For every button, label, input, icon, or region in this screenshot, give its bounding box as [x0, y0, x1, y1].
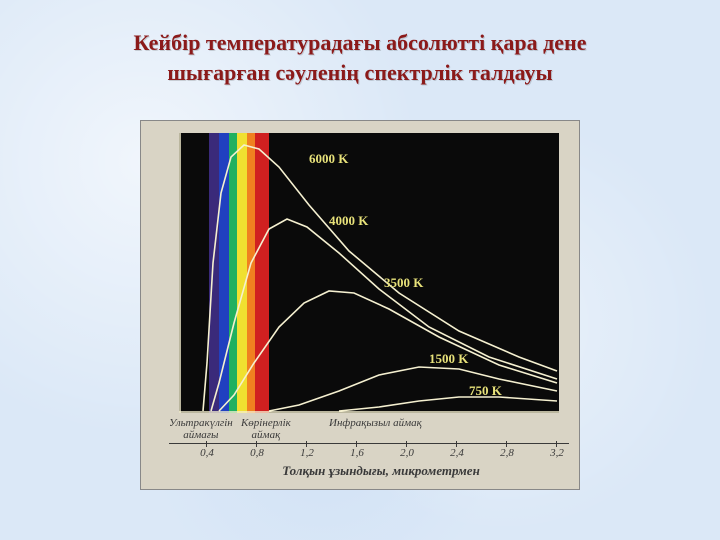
title-line-1: Кейбір температурадағы абсолютті қара де…	[134, 30, 587, 55]
x-axis-title: Толқын ұзындығы, микрометрмен	[231, 463, 531, 479]
chart-frame: 6000 K 4000 K 3500 K 1500 K750 K Ультракүлг…	[140, 120, 580, 490]
blackbody-curve	[203, 145, 557, 411]
x-tick-label: 3,2	[546, 447, 568, 459]
region-label: Ультракүлгінаймағы	[169, 417, 233, 441]
x-tick-label: 0,4	[196, 447, 218, 459]
x-tick-label: 1,6	[346, 447, 368, 459]
blackbody-curve	[211, 219, 557, 411]
x-tick-label: 2,0	[396, 447, 418, 459]
plot-area: 6000 K 4000 K 3500 K 1500 K750 K	[179, 133, 559, 413]
region-label: Көрінерлікаймақ	[241, 417, 291, 441]
curve-label: 1500 K	[429, 351, 468, 367]
x-axis-line	[169, 443, 569, 444]
x-tick-label: 0,8	[246, 447, 268, 459]
region-label: Инфрақызыл аймақ	[329, 417, 422, 429]
x-tick-label: 1,2	[296, 447, 318, 459]
curves-svg	[179, 133, 559, 413]
curve-label: 4000 K	[329, 213, 368, 229]
x-tick-label: 2,4	[446, 447, 468, 459]
x-tick-label: 2,8	[496, 447, 518, 459]
title-line-2: шығарған сәуленің спектрлік талдауы	[167, 60, 552, 85]
slide-title: Кейбір температурадағы абсолютті қара де…	[0, 28, 720, 87]
curve-label: 750 K	[469, 383, 502, 399]
blackbody-curve	[269, 367, 557, 411]
curve-label: 3500 K	[384, 275, 423, 291]
blackbody-curve	[339, 397, 557, 411]
curve-label: 6000 K	[309, 151, 348, 167]
